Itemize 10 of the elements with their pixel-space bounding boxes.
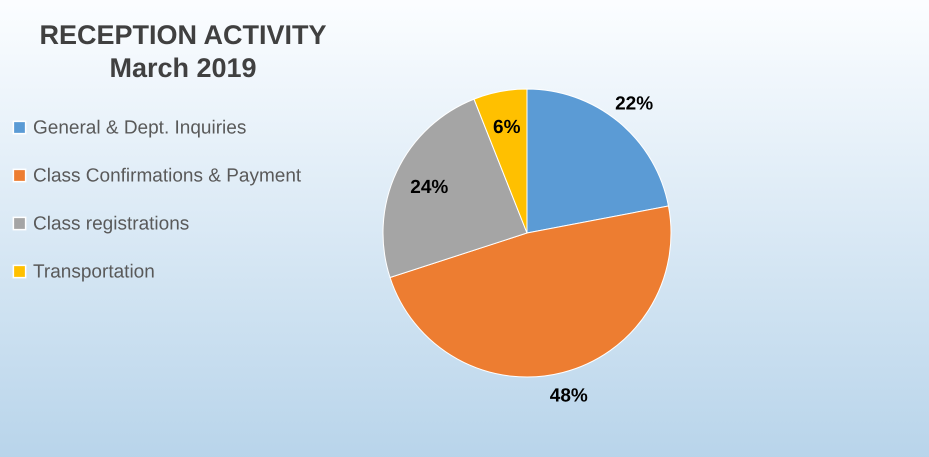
legend-label: Class Confirmations & Payment (33, 166, 302, 186)
chart-subtitle: March 2019 (109, 53, 257, 83)
data-label: 24% (410, 177, 448, 198)
data-label: 48% (550, 386, 588, 407)
data-label: 22% (615, 94, 654, 115)
legend-label: General & Dept. Inquiries (33, 118, 246, 138)
data-label: 6% (493, 116, 521, 138)
legend-label: Transportation (33, 262, 155, 282)
legend-label: Class registrations (33, 214, 190, 234)
chart-title: RECEPTION ACTIVITY (39, 20, 327, 50)
